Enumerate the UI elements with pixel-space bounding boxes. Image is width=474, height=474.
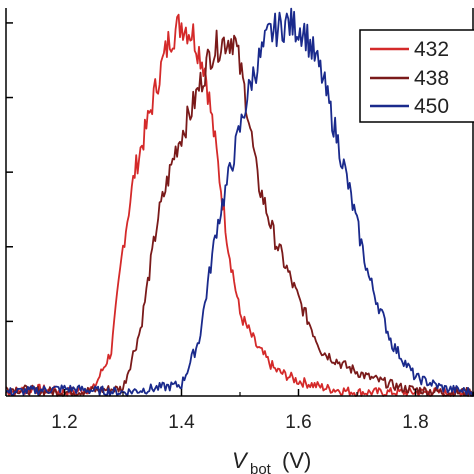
x-tick-label: 1.8: [402, 412, 428, 433]
legend-label-450: 450: [414, 95, 449, 118]
x-axis-title-subscript: bot: [250, 461, 272, 474]
legend-label-432: 432: [414, 38, 449, 61]
x-tick-label: 1.6: [285, 412, 311, 433]
series-layer: [5, 7, 474, 397]
x-axis-title-unit: (V): [282, 448, 311, 473]
x-axis-title: V: [232, 448, 249, 473]
plot-area: [5, 7, 474, 397]
x-ticks: 1.2 1.4 1.6 1.8: [5, 389, 474, 433]
y-ticks: [6, 22, 13, 323]
series-line-432: [5, 13, 474, 397]
x-tick-label: 1.4: [168, 412, 195, 433]
legend-label-438: 438: [414, 67, 449, 90]
x-tick-label: 1.2: [51, 412, 77, 433]
series-line-438: [5, 29, 474, 397]
series-line-450: [5, 7, 474, 397]
legend: 432 438 450: [359, 29, 474, 123]
